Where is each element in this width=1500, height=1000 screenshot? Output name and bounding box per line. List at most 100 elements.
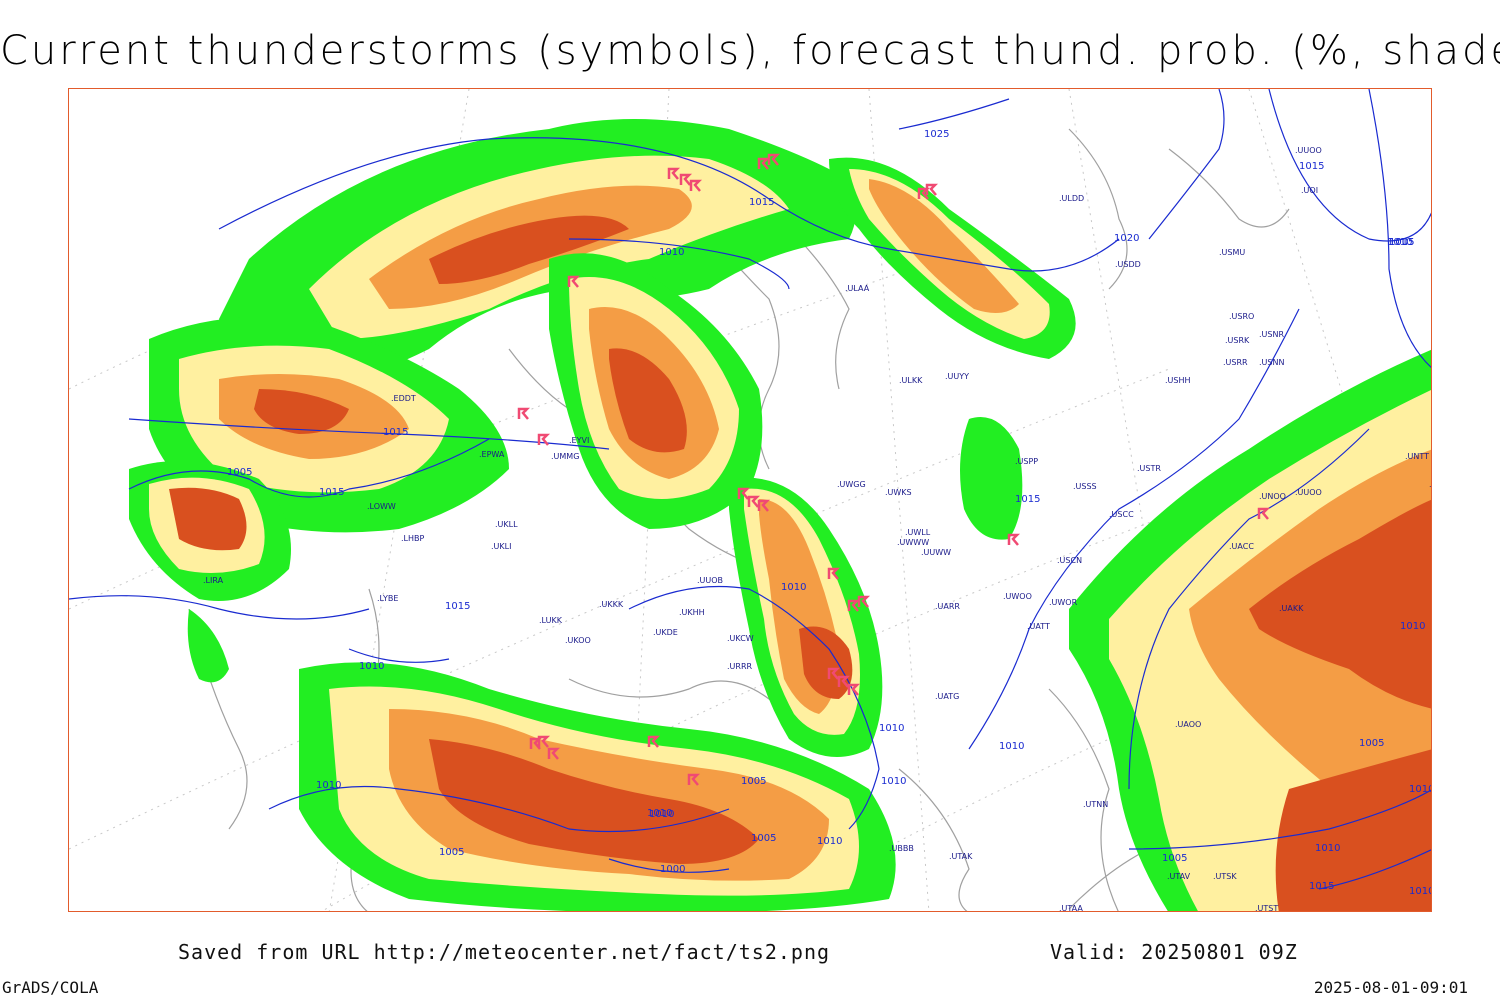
station-label: .UUOB: [697, 576, 723, 585]
station-label: .UTAV: [1167, 872, 1191, 881]
isobar-label: 1005: [1162, 853, 1187, 864]
station-label: .UNBB: [1429, 480, 1432, 489]
saved-from-url: Saved from URL http://meteocenter.net/fa…: [178, 940, 831, 964]
thunderstorm-symbols: [517, 153, 1271, 786]
station-label: .UKOO: [565, 636, 591, 645]
thunderstorm-symbol: [687, 773, 701, 786]
station-label: .LOWW: [367, 502, 396, 511]
station-label: .UATT: [1027, 622, 1050, 631]
station-label: .UAKK: [1279, 604, 1304, 613]
isobar-label: 1005: [439, 847, 464, 858]
isobar-label: 1015: [1015, 494, 1040, 505]
isobar-label: 1015: [319, 487, 344, 498]
valid-time: Valid: 20250801 09Z: [1050, 940, 1298, 964]
station-label: .UWWW: [897, 538, 929, 547]
isobar-label: 1020: [1114, 233, 1139, 244]
isobar-label: 1005: [1359, 738, 1384, 749]
station-label: .UWGG: [837, 480, 866, 489]
thunderstorm-symbol: [679, 173, 693, 186]
isobar-label: 1010: [659, 247, 684, 258]
thunderstorm-symbol: [1257, 507, 1271, 520]
station-label: .UUOO: [1295, 488, 1322, 497]
station-label: .UKDE: [653, 628, 678, 637]
station-label: .UUOO: [1295, 146, 1322, 155]
thunderstorm-symbol: [757, 157, 771, 170]
isobar-label: 1005: [751, 833, 776, 844]
station-label: .USDD: [1115, 260, 1141, 269]
station-label: .UTST: [1255, 904, 1278, 912]
isobar-label: 1025: [924, 129, 949, 140]
station-label: .USNN: [1259, 358, 1284, 367]
station-label: .EDDT: [391, 394, 416, 403]
page-title: Current thunderstorms (symbols), forecas…: [0, 28, 1500, 74]
thunderstorm-symbol: [737, 487, 751, 500]
station-label: .USHH: [1165, 376, 1191, 385]
isobar-label: 1005: [1389, 237, 1414, 248]
isobar-label: 1010: [1400, 621, 1425, 632]
station-label: .UWLL: [905, 528, 931, 537]
station-label: .LIRA: [203, 576, 224, 585]
station-label: .UACC: [1229, 542, 1254, 551]
station-label: .EYVI: [569, 436, 589, 445]
station-label: .USMU: [1219, 248, 1245, 257]
thunderstorm-symbol: [847, 599, 861, 612]
station-label: .UATG: [935, 692, 959, 701]
isobar-label: 1015: [383, 427, 408, 438]
isobar-label: 1010: [1409, 784, 1432, 795]
thunderstorm-symbol: [747, 495, 761, 508]
thunderstorm-symbol: [667, 167, 681, 180]
isobars: [69, 89, 1431, 890]
isobar-label: 1000: [660, 864, 685, 875]
station-label: .UTAK: [949, 852, 973, 861]
station-label: .USRK: [1225, 336, 1250, 345]
thunderstorm-symbol: [537, 735, 551, 748]
thunderstorm-symbol: [547, 747, 561, 760]
station-labels: .ULDD .USDD .USMU .UUOO .UOI .ULAA .USRO .USRK.…: [203, 146, 1432, 912]
generated-timestamp: 2025-08-01-09:01: [1313, 978, 1468, 997]
isobar-label: 1010: [359, 661, 384, 672]
station-label: .UKKK: [599, 600, 624, 609]
station-label: .EPWA: [479, 450, 505, 459]
station-label: .UOI: [1301, 186, 1318, 195]
station-label: .ULDD: [1059, 194, 1084, 203]
station-label: .USNR: [1259, 330, 1284, 339]
station-label: .UMMG: [551, 452, 579, 461]
station-label: .USCN: [1057, 556, 1082, 565]
probability-shading: [129, 119, 1431, 911]
station-label: .UUWW: [921, 548, 951, 557]
station-label: .URRR: [727, 662, 753, 671]
thunderstorm-symbol: [837, 675, 851, 688]
isobar-label: 1015: [1299, 161, 1324, 172]
station-label: .UNOO: [1259, 492, 1286, 501]
isobar-label: 1010: [1387, 237, 1412, 248]
station-label: .USSS: [1073, 482, 1097, 491]
thunderstorm-symbol: [689, 179, 703, 192]
station-label: .USTR: [1137, 464, 1161, 473]
map-canvas: 1025 1015 1010 1020 1005 1015 1010 1015 1015 1005…: [69, 89, 1432, 912]
station-label: .UTNN: [1083, 800, 1108, 809]
station-label: .UBBB: [889, 844, 914, 853]
thunderstorm-symbol: [1007, 533, 1021, 546]
isobar-label: 1010: [817, 836, 842, 847]
thunderstorm-symbol: [857, 595, 871, 608]
station-label: .USRO: [1229, 312, 1254, 321]
station-label: .USRR: [1223, 358, 1248, 367]
isobar-label: 1010: [647, 808, 672, 819]
isobar-label: 1015: [445, 601, 470, 612]
station-label: .LYBE: [377, 594, 398, 603]
thunderstorm-symbol: [827, 567, 841, 580]
station-label: .ULAA: [845, 284, 870, 293]
station-label: .UNTT: [1405, 452, 1429, 461]
station-label: .UUYY: [945, 372, 969, 381]
station-label: .UKLI: [491, 542, 511, 551]
station-label: .LUKK: [539, 616, 563, 625]
station-label: .UTSK: [1213, 872, 1237, 881]
thunderstorm-symbol: [567, 275, 581, 288]
station-label: .UTAA: [1059, 904, 1083, 912]
station-label: .UWOR: [1049, 598, 1078, 607]
isobar-label: 1010: [879, 723, 904, 734]
station-label: .LHBP: [401, 534, 425, 543]
thunderstorm-symbol: [827, 667, 841, 680]
station-label: .UKHH: [679, 608, 705, 617]
isobar-label: 1010: [649, 809, 674, 820]
